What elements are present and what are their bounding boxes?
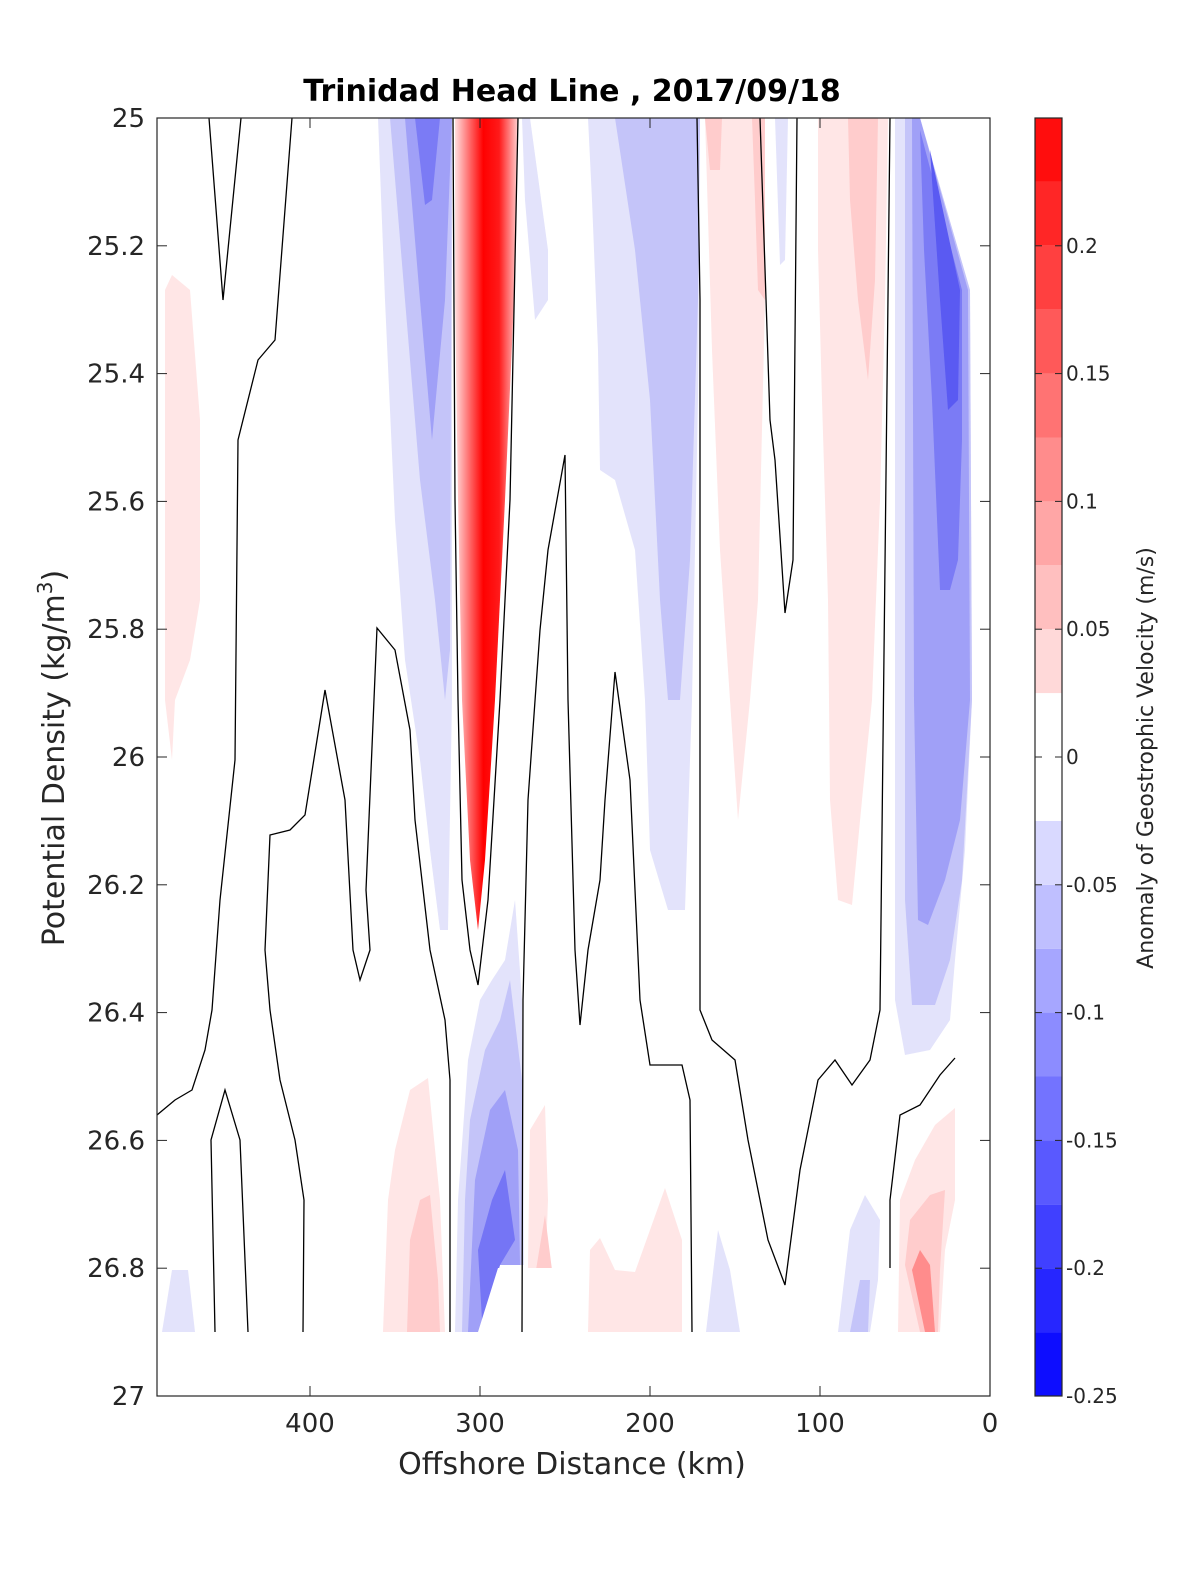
y-tick-label: 25.2 (87, 232, 145, 262)
colorbar-cell (1035, 629, 1062, 693)
colorbar-tick-label: 0.15 (1066, 362, 1111, 386)
colorbar-tick-label: 0 (1066, 745, 1079, 769)
y-tick-label: 26.8 (87, 1254, 145, 1284)
colorbar-tick-label: 0.05 (1066, 617, 1111, 641)
colorbar-cell (1035, 565, 1062, 629)
x-tick-label: 400 (285, 1409, 335, 1439)
y-tick-label: 27 (112, 1382, 145, 1412)
y-tick-label: 26.4 (87, 999, 145, 1029)
y-tick-label: 25.6 (87, 487, 145, 517)
colorbar-tick-label: -0.15 (1066, 1128, 1118, 1152)
colorbar-cell (1035, 118, 1062, 182)
colorbar-tick-label: -0.1 (1066, 1001, 1105, 1025)
fill-no-data-bottom (157, 1332, 990, 1396)
colorbar-cell (1035, 821, 1062, 885)
x-axis-label: Offshore Distance (km) (398, 1447, 746, 1482)
colorbar-tick-label: -0.25 (1066, 1384, 1118, 1408)
x-tick-label: 0 (982, 1409, 999, 1439)
colorbar-tick-label: -0.05 (1066, 873, 1118, 897)
colorbar-cell (1035, 501, 1062, 565)
colorbar-cell (1035, 182, 1062, 246)
x-tick-label: 300 (455, 1409, 505, 1439)
colorbar-tick-label: -0.2 (1066, 1256, 1105, 1280)
y-axis-label-sup: 3 (33, 581, 57, 594)
colorbar-cell (1035, 374, 1062, 438)
colorbar-cell (1035, 1268, 1062, 1332)
colorbar-cell (1035, 1013, 1062, 1077)
x-tick-label: 200 (625, 1409, 675, 1439)
colorbar-tick-label: 0.2 (1066, 234, 1098, 258)
colorbar-label: Anomaly of Geostrophic Velocity (m/s) (1134, 547, 1159, 969)
colorbar-cell (1035, 1332, 1062, 1396)
y-axis-label-tail: ) (37, 570, 72, 582)
y-axis-label-main: Potential Density (kg/m (37, 594, 72, 946)
y-tick-label: 25.8 (87, 615, 145, 645)
colorbar-cell (1035, 949, 1062, 1013)
colorbar-cell (1035, 1077, 1062, 1141)
colorbar-cell (1035, 246, 1062, 310)
y-tick-label: 25.4 (87, 360, 145, 390)
colorbar-cell (1035, 310, 1062, 374)
x-tick-label: 100 (795, 1409, 845, 1439)
colorbar-cell (1035, 885, 1062, 949)
contour-chart: 25 25.2 25.4 25.6 25.8 26 26.2 26.4 26.6 26.8 27 4… (0, 0, 1200, 1575)
chart-title: Trinidad Head Line , 2017/09/18 (303, 74, 840, 109)
y-tick-label: 26.6 (87, 1126, 145, 1156)
colorbar-cell (1035, 438, 1062, 502)
y-axis-label: Potential Density (kg/m3) (33, 570, 72, 946)
y-tick-label: 25 (112, 104, 145, 134)
colorbar-tick-label: 0.1 (1066, 489, 1098, 513)
colorbar-cell (1035, 1204, 1062, 1268)
y-tick-label: 26 (112, 743, 145, 773)
colorbar: 0.2 0.15 0.1 0.05 0 -0.05 -0.1 -0.15 -0.2 -0.25 A… (1035, 118, 1159, 1408)
y-tick-label: 26.2 (87, 871, 145, 901)
colorbar-cell (1035, 1140, 1062, 1204)
